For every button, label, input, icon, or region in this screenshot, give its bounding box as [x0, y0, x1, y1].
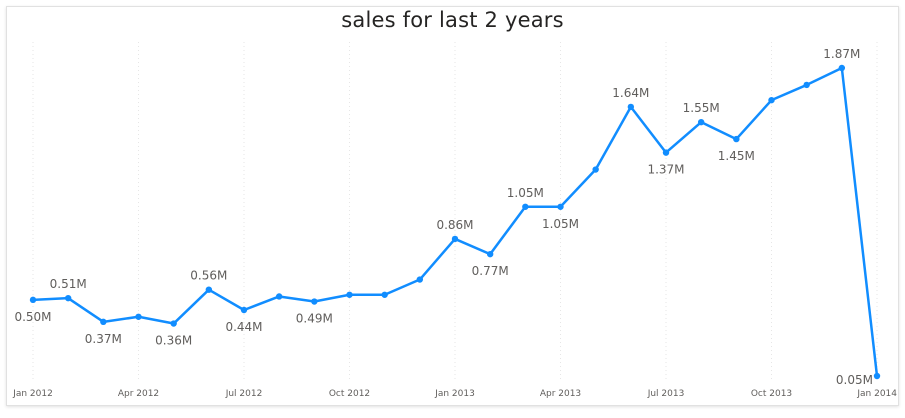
data-point [627, 103, 635, 111]
x-tick-label: Jul 2013 [647, 389, 685, 399]
data-point [733, 135, 740, 143]
data-label: 1.05M [507, 186, 544, 200]
data-label: 0.51M [50, 277, 87, 291]
data-point [240, 306, 248, 314]
data-label: 0.05M [836, 373, 873, 387]
data-point [486, 250, 494, 258]
data-label: 0.56M [190, 269, 227, 283]
data-label: 0.86M [436, 218, 473, 232]
data-label: 0.77M [472, 264, 509, 278]
x-tick-label: Jan 2014 [856, 389, 897, 399]
data-point [346, 291, 353, 298]
data-label: 1.45M [718, 149, 755, 163]
x-tick-label: Oct 2013 [751, 389, 792, 399]
data-point [64, 294, 72, 302]
data-point [416, 276, 424, 283]
x-tick-label: Apr 2012 [118, 389, 159, 399]
data-point [135, 313, 142, 320]
data-label: 1.05M [542, 217, 579, 231]
data-label: 0.49M [296, 312, 333, 326]
data-label: 0.44M [225, 320, 262, 334]
data-label: 0.50M [14, 310, 51, 324]
data-point [451, 235, 459, 243]
data-point [838, 64, 846, 72]
x-tick-label: Apr 2013 [540, 389, 581, 399]
data-point [311, 298, 318, 305]
data-point [768, 96, 775, 104]
data-label: 1.37M [647, 163, 684, 177]
data-point [803, 81, 810, 89]
data-label: 1.55M [683, 101, 720, 115]
x-tick-label: Oct 2012 [329, 389, 370, 399]
data-point [697, 118, 705, 126]
data-point [522, 203, 529, 210]
data-point [662, 149, 670, 156]
data-point [275, 293, 283, 300]
data-point [100, 318, 107, 326]
data-point [873, 372, 881, 380]
data-point [557, 203, 564, 210]
data-label: 1.87M [823, 47, 860, 61]
data-point [381, 291, 388, 298]
chart-card [6, 6, 899, 406]
data-point [205, 286, 213, 293]
x-tick-label: Jan 2013 [434, 389, 475, 399]
data-label: 1.64M [612, 86, 649, 100]
data-point [170, 320, 177, 327]
data-point [592, 166, 599, 173]
data-label: 0.37M [85, 332, 122, 346]
data-label: 0.36M [155, 334, 192, 348]
x-tick-label: Jul 2012 [225, 389, 263, 399]
data-point [29, 296, 37, 304]
chart-title: sales for last 2 years [341, 8, 564, 32]
x-tick-label: Jan 2012 [12, 389, 53, 399]
